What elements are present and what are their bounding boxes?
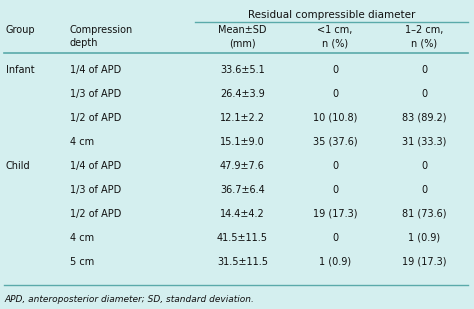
- Text: 4 cm: 4 cm: [70, 137, 94, 147]
- Text: Residual compressible diameter: Residual compressible diameter: [248, 10, 415, 20]
- Text: 0: 0: [332, 89, 338, 99]
- Text: 1 (0.9): 1 (0.9): [408, 233, 440, 243]
- Text: depth: depth: [70, 38, 99, 48]
- Text: Mean±SD: Mean±SD: [218, 25, 267, 35]
- Text: 0: 0: [332, 233, 338, 243]
- Text: 36.7±6.4: 36.7±6.4: [220, 185, 265, 195]
- Text: 19 (17.3): 19 (17.3): [313, 209, 357, 219]
- Text: 1–2 cm,: 1–2 cm,: [405, 25, 443, 35]
- Text: Compression: Compression: [70, 25, 133, 35]
- Text: <1 cm,: <1 cm,: [317, 25, 353, 35]
- Text: 1/3 of APD: 1/3 of APD: [70, 185, 121, 195]
- Text: n (%): n (%): [411, 38, 437, 48]
- Text: 14.4±4.2: 14.4±4.2: [220, 209, 265, 219]
- Text: 12.1±2.2: 12.1±2.2: [220, 113, 265, 123]
- Text: 0: 0: [421, 161, 427, 171]
- Text: 35 (37.6): 35 (37.6): [313, 137, 357, 147]
- Text: 0: 0: [332, 161, 338, 171]
- Text: 0: 0: [421, 89, 427, 99]
- Text: 4 cm: 4 cm: [70, 233, 94, 243]
- Text: 19 (17.3): 19 (17.3): [402, 257, 446, 267]
- Text: 31 (33.3): 31 (33.3): [402, 137, 446, 147]
- Text: 0: 0: [332, 65, 338, 75]
- Text: 31.5±11.5: 31.5±11.5: [217, 257, 268, 267]
- Text: 81 (73.6): 81 (73.6): [402, 209, 446, 219]
- Text: 15.1±9.0: 15.1±9.0: [220, 137, 265, 147]
- Text: 0: 0: [421, 65, 427, 75]
- Text: APD, anteroposterior diameter; SD, standard deviation.: APD, anteroposterior diameter; SD, stand…: [4, 295, 254, 304]
- Text: 1/4 of APD: 1/4 of APD: [70, 161, 121, 171]
- Text: 1/3 of APD: 1/3 of APD: [70, 89, 121, 99]
- Text: 0: 0: [332, 185, 338, 195]
- Text: 47.9±7.6: 47.9±7.6: [220, 161, 265, 171]
- Text: n (%): n (%): [322, 38, 348, 48]
- Text: 26.4±3.9: 26.4±3.9: [220, 89, 265, 99]
- Text: 0: 0: [421, 185, 427, 195]
- Text: 41.5±11.5: 41.5±11.5: [217, 233, 268, 243]
- Text: 10 (10.8): 10 (10.8): [313, 113, 357, 123]
- Text: Infant: Infant: [6, 65, 35, 75]
- Text: 1/2 of APD: 1/2 of APD: [70, 209, 121, 219]
- Text: Child: Child: [6, 161, 31, 171]
- Text: 1/4 of APD: 1/4 of APD: [70, 65, 121, 75]
- Text: 33.6±5.1: 33.6±5.1: [220, 65, 265, 75]
- Text: 83 (89.2): 83 (89.2): [402, 113, 446, 123]
- Text: 1/2 of APD: 1/2 of APD: [70, 113, 121, 123]
- Text: 5 cm: 5 cm: [70, 257, 94, 267]
- Text: (mm): (mm): [229, 38, 256, 48]
- Text: 1 (0.9): 1 (0.9): [319, 257, 351, 267]
- Text: Group: Group: [6, 25, 36, 35]
